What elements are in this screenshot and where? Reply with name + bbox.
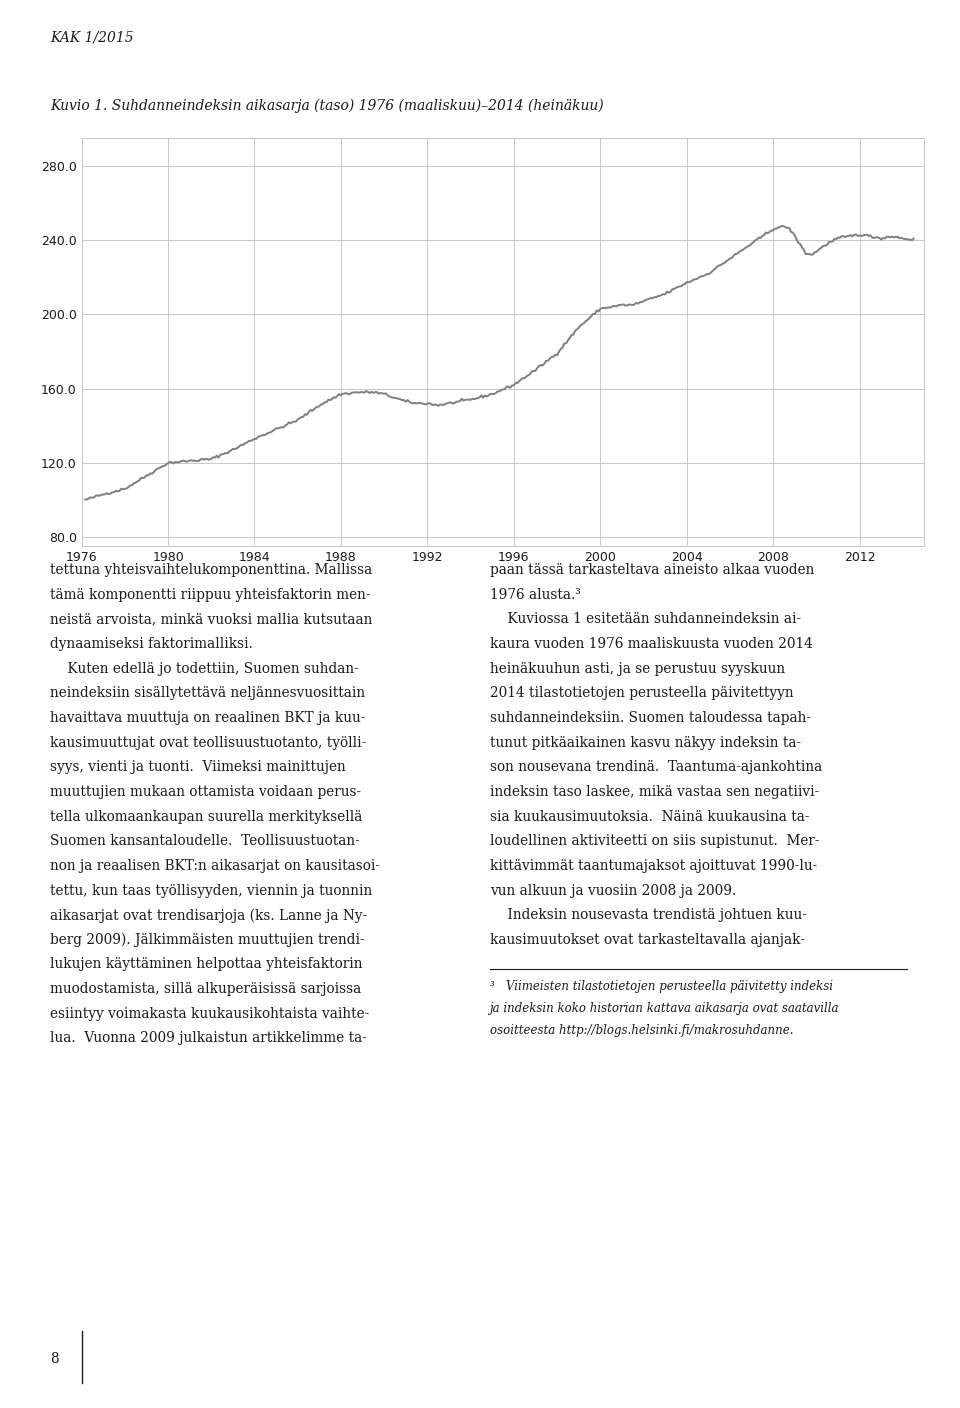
Text: KAK 1/2015: KAK 1/2015 [50,31,133,45]
Text: Indeksin nousevasta trendistä johtuen kuu-: Indeksin nousevasta trendistä johtuen ku… [490,908,806,922]
Text: son nousevana trendinä.  Taantuma-ajankohtina: son nousevana trendinä. Taantuma-ajankoh… [490,760,822,774]
Text: esiintyy voimakasta kuukausikohtaista vaihte-: esiintyy voimakasta kuukausikohtaista va… [50,1007,370,1021]
Text: havaittava muuttuja on reaalinen BKT ja kuu-: havaittava muuttuja on reaalinen BKT ja … [50,711,366,725]
Text: lukujen käyttäminen helpottaa yhteisfaktorin: lukujen käyttäminen helpottaa yhteisfakt… [50,957,363,972]
Text: syys, vienti ja tuonti.  Viimeksi mainittujen: syys, vienti ja tuonti. Viimeksi mainitt… [50,760,346,774]
Text: neistä arvoista, minkä vuoksi mallia kutsutaan: neistä arvoista, minkä vuoksi mallia kut… [50,612,372,627]
Text: tella ulkomaankaupan suurella merkityksellä: tella ulkomaankaupan suurella merkitykse… [50,810,362,824]
Text: dynaamiseksi faktorimalliksi.: dynaamiseksi faktorimalliksi. [50,636,252,650]
Text: tämä komponentti riippuu yhteisfaktorin men-: tämä komponentti riippuu yhteisfaktorin … [50,587,371,601]
Text: Kuten edellä jo todettiin, Suomen suhdan-: Kuten edellä jo todettiin, Suomen suhdan… [50,662,359,676]
Text: loudellinen aktiviteetti on siis supistunut.  Mer-: loudellinen aktiviteetti on siis supistu… [490,834,819,848]
Text: berg 2009). Jälkimmäisten muuttujien trendi-: berg 2009). Jälkimmäisten muuttujien tre… [50,934,365,948]
Text: muuttujien mukaan ottamista voidaan perus-: muuttujien mukaan ottamista voidaan peru… [50,786,361,798]
Text: ³   Viimeisten tilastotietojen perusteella päivitetty indeksi: ³ Viimeisten tilastotietojen perusteella… [490,980,832,993]
Text: suhdanneindeksiin. Suomen taloudessa tapah-: suhdanneindeksiin. Suomen taloudessa tap… [490,711,810,725]
Text: osoitteesta http://blogs.helsinki.fi/makrosuhdanne.: osoitteesta http://blogs.helsinki.fi/mak… [490,1025,793,1038]
Text: heinäkuuhun asti, ja se perustuu syyskuun: heinäkuuhun asti, ja se perustuu syyskuu… [490,662,784,676]
Text: Suomen kansantaloudelle.  Teollisuustuotan-: Suomen kansantaloudelle. Teollisuustuota… [50,834,360,848]
Text: indeksin taso laskee, mikä vastaa sen negatiivi-: indeksin taso laskee, mikä vastaa sen ne… [490,786,819,798]
Text: Kuviossa 1 esitetään suhdanneindeksin ai-: Kuviossa 1 esitetään suhdanneindeksin ai… [490,612,801,627]
Text: aikasarjat ovat trendisarjoja (ks. Lanne ja Ny-: aikasarjat ovat trendisarjoja (ks. Lanne… [50,908,367,922]
Text: muodostamista, sillä alkuperäisissä sarjoissa: muodostamista, sillä alkuperäisissä sarj… [50,983,361,995]
Text: sia kuukausimuutoksia.  Näinä kuukausina ta-: sia kuukausimuutoksia. Näinä kuukausina … [490,810,809,824]
Text: Kuvio 1. Suhdanneindeksin aikasarja (taso) 1976 (maaliskuu)–2014 (heinäkuu): Kuvio 1. Suhdanneindeksin aikasarja (tas… [50,99,604,113]
Text: vun alkuun ja vuosiin 2008 ja 2009.: vun alkuun ja vuosiin 2008 ja 2009. [490,884,736,897]
Text: kaura vuoden 1976 maaliskuusta vuoden 2014: kaura vuoden 1976 maaliskuusta vuoden 20… [490,636,812,650]
Text: non ja reaalisen BKT:n aikasarjat on kausitasoi-: non ja reaalisen BKT:n aikasarjat on kau… [50,859,380,873]
Text: tunut pitkäaikainen kasvu näkyy indeksin ta-: tunut pitkäaikainen kasvu näkyy indeksin… [490,735,801,749]
Text: kausimuuttujat ovat teollisuustuotanto, työlli-: kausimuuttujat ovat teollisuustuotanto, … [50,735,366,749]
Text: paan tässä tarkasteltava aineisto alkaa vuoden: paan tässä tarkasteltava aineisto alkaa … [490,563,814,577]
Text: kausimuutokset ovat tarkasteltavalla ajanjak-: kausimuutokset ovat tarkasteltavalla aja… [490,934,804,946]
Text: tettuna yhteisvaihtelukomponenttina. Mallissa: tettuna yhteisvaihtelukomponenttina. Mal… [50,563,372,577]
Text: lua.  Vuonna 2009 julkaistun artikkelimme ta-: lua. Vuonna 2009 julkaistun artikkelimme… [50,1031,367,1045]
Text: 2014 tilastotietojen perusteella päivitettyyn: 2014 tilastotietojen perusteella päivite… [490,687,793,700]
Text: 1976 alusta.³: 1976 alusta.³ [490,587,581,601]
Text: kittävimmät taantumajaksot ajoittuvat 1990-lu-: kittävimmät taantumajaksot ajoittuvat 19… [490,859,817,873]
Text: neindeksiin sisällytettävä neljännesvuosittain: neindeksiin sisällytettävä neljännesvuos… [50,687,365,700]
Text: 8: 8 [50,1352,59,1366]
Text: ja indeksin koko historian kattava aikasarja ovat saatavilla: ja indeksin koko historian kattava aikas… [490,1002,839,1015]
Text: tettu, kun taas työllisyyden, viennin ja tuonnin: tettu, kun taas työllisyyden, viennin ja… [50,884,372,897]
